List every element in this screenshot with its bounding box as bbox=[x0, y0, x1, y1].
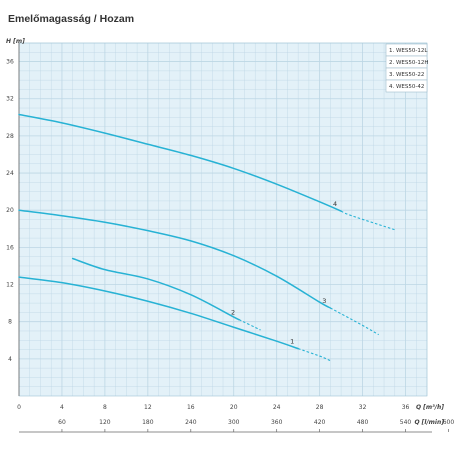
curve-2-label: 2 bbox=[231, 309, 235, 317]
legend-entry-label: 2. WES50-12H bbox=[389, 60, 429, 66]
x2-tick-label: 600 bbox=[443, 419, 455, 426]
x-tick-label: 36 bbox=[402, 404, 410, 411]
legend-entry-box bbox=[385, 79, 428, 93]
x-tick-label: 20 bbox=[230, 404, 238, 411]
x2-tick-label: 540 bbox=[400, 419, 412, 426]
x-tick-label: 28 bbox=[316, 404, 324, 411]
y-tick-label: 8 bbox=[8, 319, 12, 326]
x-tick-label: 32 bbox=[359, 404, 367, 411]
curves: 1 2 3 4 bbox=[18, 113, 395, 362]
x-tick-label: 8 bbox=[103, 404, 107, 411]
x-tick-label: 0 bbox=[17, 404, 21, 411]
x-axis-label: Q [m³/h] bbox=[416, 404, 444, 411]
x2-tick-label: 120 bbox=[99, 419, 111, 426]
curve-3-extension bbox=[330, 307, 379, 336]
curve-3-label: 3 bbox=[322, 297, 326, 305]
y-tick-label: 4 bbox=[8, 356, 12, 363]
grid bbox=[18, 42, 428, 397]
legend: 1. WES50-12L 2. WES50-12H 3. WES50-22 4. WE… bbox=[385, 43, 429, 93]
curve-2-extension bbox=[238, 319, 261, 331]
x-tick-label: 16 bbox=[187, 404, 195, 411]
y-tick-label: 24 bbox=[6, 170, 14, 177]
curve-2-line bbox=[71, 257, 240, 321]
x2-tick-label: 180 bbox=[142, 419, 154, 426]
chart-title: Emelőmagasság / Hozam bbox=[8, 13, 134, 25]
curve-1-label: 1 bbox=[290, 338, 294, 346]
curve-1-extension bbox=[297, 348, 331, 362]
x2-tick-label: 480 bbox=[357, 419, 369, 426]
legend-entry-label: 1. WES50-12L bbox=[389, 48, 428, 54]
x2-tick-label: 420 bbox=[314, 419, 326, 426]
x-tick-label: 24 bbox=[273, 404, 281, 411]
x2-tick-label: 60 bbox=[58, 419, 66, 426]
x-tick-label: 12 bbox=[144, 404, 152, 411]
curve-3-line bbox=[18, 209, 332, 309]
y-tick-label: 20 bbox=[6, 207, 14, 214]
x-tick-label: 4 bbox=[60, 404, 64, 411]
x2-tick-label: 360 bbox=[271, 419, 283, 426]
y-tick-label: 36 bbox=[6, 59, 14, 66]
y-tick-label: 16 bbox=[6, 244, 14, 251]
y-tick-label: 28 bbox=[6, 133, 14, 140]
y-tick-label: 12 bbox=[6, 282, 14, 289]
curve-4-label: 4 bbox=[333, 200, 337, 208]
x2-tick-label: 300 bbox=[228, 419, 240, 426]
y-axis-label: H [m] bbox=[6, 38, 25, 45]
curve-4-extension bbox=[340, 210, 395, 231]
curve-4-line bbox=[18, 113, 342, 212]
x2-tick-label: 240 bbox=[185, 419, 197, 426]
curve-1-line bbox=[18, 276, 299, 350]
legend-entry-label: 4. WES50-42 bbox=[389, 84, 424, 90]
x2-axis-label: Q [l/min] bbox=[414, 419, 444, 426]
legend-entry-label: 3. WES50-22 bbox=[389, 72, 424, 78]
y-tick-label: 32 bbox=[6, 96, 14, 103]
